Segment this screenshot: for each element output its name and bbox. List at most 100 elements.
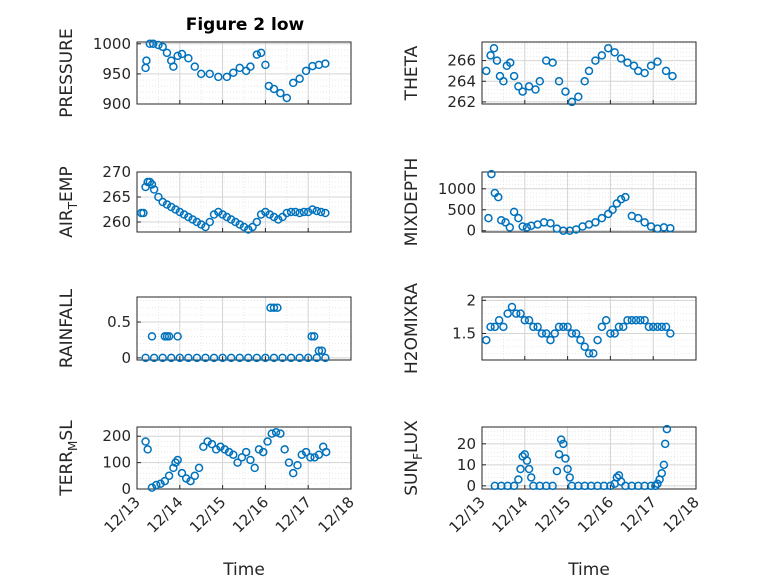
x-tick-label: 12/18 (315, 493, 358, 536)
data-point (616, 477, 626, 486)
x-tick-label: 12/17 (272, 493, 315, 536)
data-point (314, 346, 324, 355)
data-point (158, 353, 167, 363)
data-point (209, 353, 219, 363)
data-point (175, 353, 185, 363)
subplot-5: 0 0.5 RAINFALL (57, 288, 352, 368)
data-point (201, 222, 210, 232)
data-point (220, 445, 229, 454)
data-point (286, 207, 296, 217)
data-point (486, 322, 495, 332)
data-point (269, 353, 279, 363)
data-point (145, 177, 155, 187)
y-tick-label: 2 (466, 291, 476, 309)
data-point (489, 43, 499, 53)
data-point (186, 476, 195, 486)
data-point (288, 78, 298, 88)
data-point (188, 215, 197, 224)
data-point (554, 322, 564, 332)
data-point (239, 222, 249, 232)
data-point (162, 48, 172, 58)
data-point (209, 210, 219, 219)
data-point (314, 450, 324, 459)
data-point (580, 342, 589, 351)
data-point (546, 335, 555, 345)
y-tick-label: 950 (102, 65, 131, 83)
data-point (181, 474, 191, 483)
data-point (533, 322, 542, 332)
x-tick-label: 12/13 (446, 493, 489, 536)
y-tick-label: 0.5 (107, 313, 131, 331)
data-point (505, 58, 515, 67)
data-point (276, 88, 285, 98)
data-point (659, 460, 669, 470)
data-point (657, 468, 667, 478)
data-point (306, 453, 315, 462)
data-point (177, 468, 187, 478)
data-point (244, 225, 253, 234)
data-point (252, 50, 262, 59)
data-point (546, 218, 555, 228)
data-point (629, 61, 639, 71)
data-point (618, 322, 628, 332)
data-point (601, 315, 611, 325)
data-point (147, 332, 157, 341)
data-point (514, 475, 523, 484)
x-tick-label: 12/18 (660, 493, 703, 536)
x-tick-label: 12/16 (229, 493, 272, 536)
data-point (166, 202, 176, 212)
data-point (524, 315, 534, 325)
data-point (535, 77, 545, 86)
y-axis-label: H2OMIXRA (402, 283, 422, 374)
subplot-3: 260 265 270 AIRTEMP (57, 163, 352, 238)
data-point (263, 437, 272, 446)
data-point (154, 40, 163, 50)
data-point (561, 87, 570, 96)
y-tick-label: 200 (102, 427, 131, 445)
data-point (179, 210, 189, 219)
data-point (567, 329, 577, 338)
data-point (509, 207, 519, 217)
axes-box (481, 296, 697, 361)
data-point (269, 212, 279, 222)
y-tick-label: 0 (121, 480, 131, 498)
data-point (653, 479, 662, 488)
data-point (164, 471, 174, 481)
data-point (307, 332, 316, 341)
data-point (499, 77, 508, 86)
data-point (164, 332, 174, 341)
subplot-1: 900 950 1000 PRESSURE (57, 28, 352, 118)
data-point (246, 455, 255, 465)
data-point (505, 223, 515, 232)
data-point (621, 192, 630, 202)
data-point (509, 71, 519, 81)
data-point (646, 61, 656, 71)
data-point (597, 51, 607, 60)
data-point (623, 315, 632, 325)
data-point (494, 192, 503, 202)
data-point (514, 82, 523, 91)
data-point (501, 218, 510, 227)
data-point (584, 349, 594, 358)
data-point (627, 315, 637, 325)
data-point (271, 428, 281, 437)
data-point (651, 481, 660, 491)
data-point (509, 481, 519, 491)
data-point (321, 59, 330, 68)
data-point (218, 210, 227, 219)
data-point (235, 220, 244, 229)
data-point (490, 322, 500, 332)
y-tick-label: 0 (121, 349, 131, 367)
data-point (184, 212, 193, 222)
data-point (205, 217, 215, 227)
data-point (149, 185, 159, 194)
data-point (633, 213, 643, 223)
data-point (278, 353, 287, 363)
x-tick-label: 12/15 (531, 493, 574, 536)
data-point (143, 445, 152, 454)
data-point (487, 169, 496, 179)
data-point (499, 322, 508, 332)
y-axis-label: RAINFALL (57, 288, 77, 368)
data-point (550, 329, 560, 338)
data-point (548, 58, 557, 67)
